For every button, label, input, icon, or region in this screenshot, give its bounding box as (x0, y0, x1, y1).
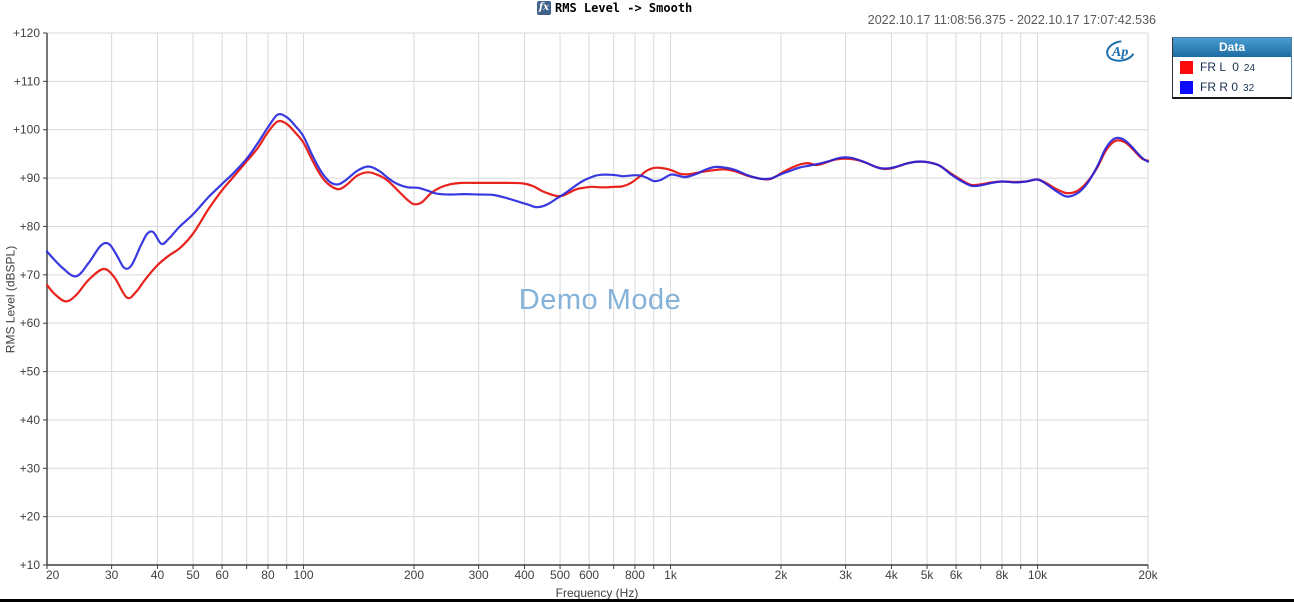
svg-text:+100: +100 (13, 123, 40, 137)
svg-text:600: 600 (579, 568, 599, 582)
svg-text:1k: 1k (664, 568, 678, 582)
measurement-timestamp: 2022.10.17 11:08:56.375 - 2022.10.17 17:… (867, 13, 1156, 27)
svg-text:+80: +80 (20, 219, 41, 233)
svg-text:20k: 20k (1138, 568, 1158, 582)
svg-text:50: 50 (186, 568, 200, 582)
chart-title: RMS Level -> Smooth (555, 1, 693, 15)
svg-text:+70: +70 (20, 268, 41, 282)
y-axis-title: RMS Level (dBSPL) (3, 245, 18, 354)
fr-l-label: FR L 0 (1200, 60, 1239, 74)
fr-r-label: FR R 0 (1200, 80, 1239, 94)
svg-text:+40: +40 (20, 413, 41, 427)
svg-text:30: 30 (105, 568, 119, 582)
demo-mode-watermark: Demo Mode (518, 284, 682, 316)
svg-text:4k: 4k (885, 568, 899, 582)
svg-text:100: 100 (294, 568, 314, 582)
trace-fr-r (45, 113, 1150, 278)
fr-l-number: 24 (1243, 62, 1256, 74)
logo-text: Ap (1111, 45, 1128, 60)
svg-text:5k: 5k (921, 568, 935, 582)
svg-text:40: 40 (151, 568, 165, 582)
svg-text:+20: +20 (20, 510, 41, 524)
svg-text:+10: +10 (20, 558, 41, 572)
svg-text:8k: 8k (996, 568, 1010, 582)
audio-precision-logo-icon: Ap (1106, 40, 1136, 62)
fr-l-color-swatch (1180, 60, 1193, 74)
svg-text:800: 800 (625, 568, 645, 582)
svg-text:3k: 3k (839, 568, 853, 582)
svg-text:10k: 10k (1028, 568, 1048, 582)
svg-text:300: 300 (469, 568, 489, 582)
legend-item-fr-r[interactable]: FR R 0 32 (1173, 77, 1291, 97)
fr-r-number: 32 (1243, 82, 1255, 94)
svg-text:+90: +90 (20, 171, 41, 185)
svg-text:+60: +60 (20, 316, 41, 330)
svg-text:+110: +110 (14, 74, 40, 88)
fr-r-color-swatch (1180, 80, 1193, 94)
function-icon: fx (537, 1, 551, 15)
svg-text:200: 200 (404, 568, 424, 582)
legend-panel-title: Data (1173, 38, 1291, 57)
svg-text:400: 400 (514, 568, 534, 582)
svg-text:20: 20 (46, 568, 60, 582)
svg-text:6k: 6k (950, 568, 964, 582)
svg-text:+120: +120 (13, 26, 40, 40)
data-legend-panel: Data FR L 0 24 FR R 0 32 (1172, 37, 1292, 99)
legend-item-fr-l[interactable]: FR L 0 24 (1173, 57, 1291, 77)
svg-text:2k: 2k (775, 568, 789, 582)
svg-text:+30: +30 (20, 461, 41, 475)
svg-text:60: 60 (215, 568, 229, 582)
svg-text:500: 500 (550, 568, 570, 582)
x-axis-title: Frequency (Hz) (555, 586, 639, 600)
window-bottom-edge (0, 599, 1294, 602)
chart-header: fx RMS Level -> Smooth (537, 1, 692, 15)
svg-text:80: 80 (261, 568, 275, 582)
svg-text:+50: +50 (20, 365, 41, 379)
